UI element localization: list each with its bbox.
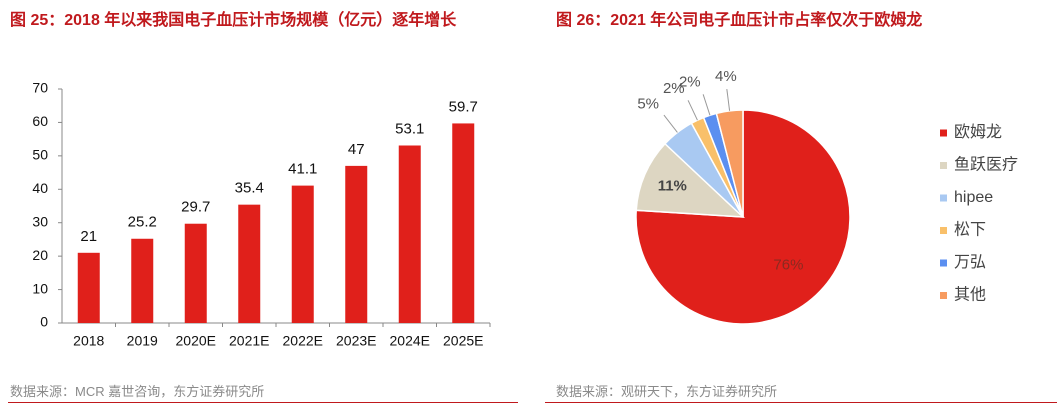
chart-title: 图 26：2021 年公司电子血压计市占率仅次于欧姆龙: [556, 12, 923, 29]
x-tick-label: 2019: [127, 333, 158, 349]
value-label: 76%: [773, 256, 803, 273]
pie-slice: [635, 109, 851, 325]
rule: [8, 402, 518, 403]
y-tick-label: 50: [32, 147, 48, 163]
y-tick-label: 10: [32, 280, 48, 296]
legend-marker: [940, 292, 947, 299]
legend-label: 其他: [954, 286, 986, 304]
value-label: 5%: [637, 96, 659, 113]
legend-marker: [940, 194, 947, 202]
value-label: 2%: [663, 80, 685, 97]
source-note: 数据来源：观研天下，东方证券研究所: [556, 384, 778, 399]
legend-label: 万弘: [954, 253, 986, 271]
bar: [398, 145, 421, 323]
bar: [77, 252, 100, 323]
legend-label: hipee: [954, 189, 993, 206]
y-tick-label: 70: [32, 80, 48, 96]
value-label: 21: [80, 228, 97, 245]
value-label: 47: [348, 141, 365, 158]
value-label: 41.1: [288, 161, 317, 178]
bar: [131, 238, 154, 323]
chart-title: 图 25：2018 年以来我国电子血压计市场规模（亿元）逐年增长: [10, 12, 457, 29]
value-label: 2%: [679, 74, 701, 91]
x-tick-label: 2022E: [283, 333, 323, 349]
y-tick-label: 30: [32, 213, 48, 229]
x-tick-label: 2020E: [176, 333, 216, 349]
legend-label: 鱼跃医疗: [954, 156, 1018, 174]
x-tick-label: 2021E: [229, 333, 269, 349]
pie-slice: [635, 142, 746, 218]
bar: [452, 123, 475, 323]
x-tick-label: 2024E: [390, 333, 430, 349]
bar-chart: 0 10 20 30 40 50 60 70 2018 21 2019 25.2 2020E 29.7 20…: [32, 80, 491, 349]
legend-label: 欧姆龙: [954, 123, 1002, 141]
y-tick-label: 0: [40, 314, 48, 330]
value-label: 35.4: [235, 180, 264, 197]
legend-marker: [940, 227, 947, 234]
y-tick-label: 40: [32, 180, 48, 196]
y-tick-label: 20: [32, 247, 48, 263]
x-tick-label: 2023E: [336, 333, 376, 349]
value-label: 11%: [658, 177, 687, 194]
leader-line: [663, 114, 678, 133]
value-label: 4%: [715, 68, 737, 85]
x-tick-label: 2025E: [443, 333, 483, 349]
pie-slice: [715, 109, 744, 218]
bar: [184, 223, 207, 323]
source-note: 数据来源：MCR 嘉世咨询，东方证券研究所: [10, 384, 265, 399]
legend-label: 松下: [954, 221, 986, 239]
value-label: 29.7: [181, 199, 210, 216]
y-tick-label: 60: [32, 113, 48, 129]
value-label: 25.2: [128, 214, 157, 231]
rule: [545, 402, 1057, 403]
bar: [238, 204, 261, 323]
value-label: 53.1: [395, 120, 424, 137]
legend-marker: [940, 129, 947, 137]
leader-line: [687, 100, 698, 121]
bar: [345, 165, 368, 323]
bar: [291, 185, 314, 323]
legend-marker: [940, 259, 947, 267]
value-label: 59.7: [449, 98, 478, 115]
leader-line: [726, 88, 731, 111]
leader-line: [702, 94, 711, 116]
x-tick-label: 2018: [73, 333, 104, 349]
legend-marker: [940, 162, 947, 169]
